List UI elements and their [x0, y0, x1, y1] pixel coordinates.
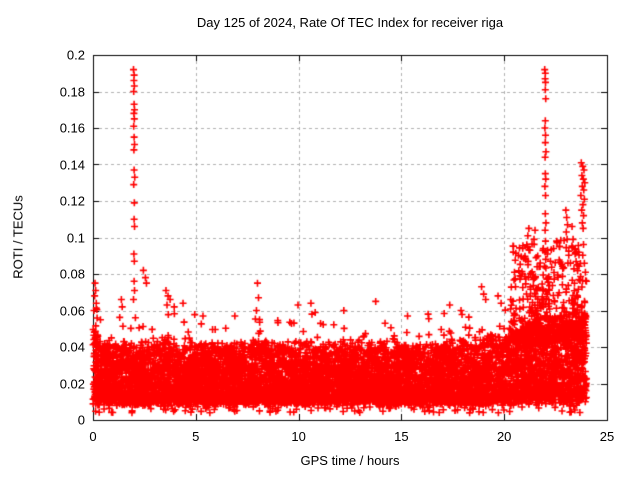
x-tick-label: 5: [192, 429, 200, 444]
chart-title: Day 125 of 2024, Rate Of TEC Index for r…: [196, 15, 504, 30]
x-tick-label: 20: [496, 429, 512, 444]
x-tick-label: 10: [291, 429, 306, 444]
y-tick-label: 0.12: [59, 193, 85, 209]
y-tick-label: 0.06: [59, 303, 85, 318]
y-tick-label: 0.08: [59, 266, 85, 282]
y-tick-label: 0.14: [59, 157, 85, 172]
x-axis-label: GPS time / hours: [300, 453, 400, 468]
y-tick-label: 0.16: [59, 120, 85, 136]
y-tick-label: 0.2: [66, 47, 85, 63]
y-tick-label: 0.18: [59, 84, 85, 99]
y-tick-label: 0.04: [59, 339, 85, 355]
y-tick-label: 0: [77, 412, 85, 428]
y-tick-label: 0.1: [66, 230, 85, 245]
x-tick-label: 0: [89, 429, 97, 444]
x-tick-label: 15: [394, 429, 409, 444]
y-tick-label: 0.02: [59, 376, 85, 391]
x-tick-label: 25: [599, 429, 615, 444]
